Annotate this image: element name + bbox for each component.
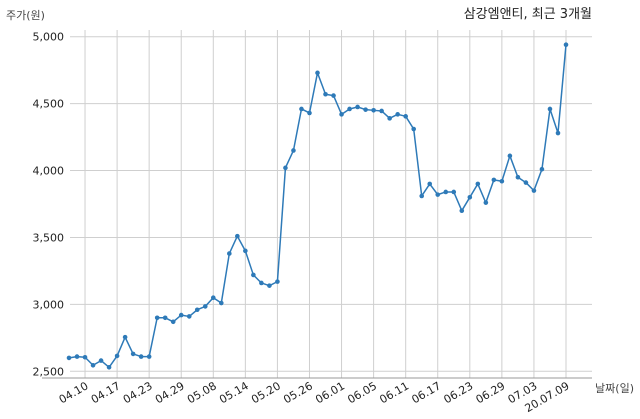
y-tick-labels: 2,500 3,000 3,500 4,000 4,500 5,000 <box>33 31 65 379</box>
data-point <box>387 116 392 121</box>
data-point <box>130 351 136 357</box>
data-point <box>154 315 160 321</box>
data-point <box>194 307 200 313</box>
y-tick-label: 3,500 <box>33 231 65 244</box>
data-point <box>403 114 408 119</box>
data-point <box>427 181 433 187</box>
data-point <box>186 314 192 319</box>
data-point <box>90 362 96 368</box>
data-point <box>507 153 513 159</box>
data-point <box>435 192 441 197</box>
data-point <box>323 91 328 97</box>
data-point <box>443 189 449 195</box>
y-tick-label: 3,000 <box>33 298 65 311</box>
data-point <box>275 279 280 284</box>
gridlines <box>70 30 592 378</box>
data-point <box>563 42 569 48</box>
data-point <box>315 70 320 76</box>
data-point <box>395 112 400 117</box>
y-tick-label: 4,000 <box>33 165 65 178</box>
series-line <box>68 44 567 369</box>
data-point <box>283 165 288 171</box>
x-tick-label: 06.17 <box>409 379 443 406</box>
x-axis-label: 날짜(일) <box>595 381 634 395</box>
data-point <box>355 104 360 110</box>
data-point <box>66 355 72 361</box>
x-tick-label: 06.05 <box>345 379 379 406</box>
data-point <box>339 112 344 117</box>
data-point <box>259 280 264 286</box>
data-point <box>299 106 304 112</box>
data-point <box>555 130 561 136</box>
data-point <box>106 364 112 370</box>
x-tick-label: 05.14 <box>217 379 251 406</box>
data-point <box>411 126 416 132</box>
x-tick-label: 04.29 <box>153 379 187 406</box>
data-point <box>363 107 368 112</box>
data-point <box>531 188 537 193</box>
x-tick-label: 05.20 <box>249 379 283 406</box>
data-point <box>202 304 208 309</box>
data-point <box>347 106 352 112</box>
data-point <box>210 295 216 300</box>
data-point <box>459 208 465 213</box>
x-tick-label: 06.11 <box>377 379 411 406</box>
data-point <box>122 334 128 340</box>
data-point <box>523 180 529 185</box>
data-point <box>483 200 489 205</box>
data-point <box>499 178 505 184</box>
data-points <box>66 42 569 370</box>
chart-title: 삼강엠앤티, 최근 3개월 <box>464 7 592 22</box>
y-tick-label: 5,000 <box>33 31 65 44</box>
data-point <box>227 251 232 256</box>
x-tick-label: 05.26 <box>281 379 315 406</box>
x-tick-label: 04.17 <box>89 379 123 406</box>
data-point <box>219 300 224 306</box>
data-point <box>291 148 296 153</box>
data-point <box>74 354 80 359</box>
data-point <box>146 354 152 359</box>
y-axis-label: 주가(원) <box>6 9 45 22</box>
data-point <box>98 358 104 363</box>
x-tick-label: 06.23 <box>442 379 476 406</box>
data-point <box>235 233 240 239</box>
data-point <box>467 195 473 200</box>
data-point <box>547 106 553 112</box>
data-point <box>491 177 497 183</box>
data-point <box>331 93 336 98</box>
data-point <box>419 193 425 199</box>
data-point <box>138 354 144 359</box>
data-point <box>162 315 168 321</box>
data-point <box>82 354 88 360</box>
data-point <box>475 181 481 187</box>
x-tick-label: 05.08 <box>185 379 219 406</box>
data-point <box>539 166 545 172</box>
x-tick-labels: 04.1004.1704.2304.2905.0805.1405.2005.26… <box>57 379 572 415</box>
price-line <box>68 44 567 369</box>
data-point <box>178 312 184 318</box>
data-point <box>243 248 248 254</box>
y-tick-label: 4,500 <box>33 98 65 111</box>
data-point <box>371 108 376 113</box>
data-point <box>267 283 272 288</box>
data-point <box>451 189 457 195</box>
x-tick-label: 04.23 <box>121 379 155 406</box>
x-tick-label: 04.10 <box>57 379 91 406</box>
x-tick-label: 06.01 <box>313 379 347 406</box>
data-point <box>515 174 521 180</box>
data-point <box>251 272 256 278</box>
y-tick-label: 2,500 <box>33 365 65 378</box>
data-point <box>307 110 312 116</box>
data-point <box>114 353 120 359</box>
data-point <box>170 319 176 325</box>
x-tick-label: 06.29 <box>474 379 508 406</box>
data-point <box>379 108 384 114</box>
